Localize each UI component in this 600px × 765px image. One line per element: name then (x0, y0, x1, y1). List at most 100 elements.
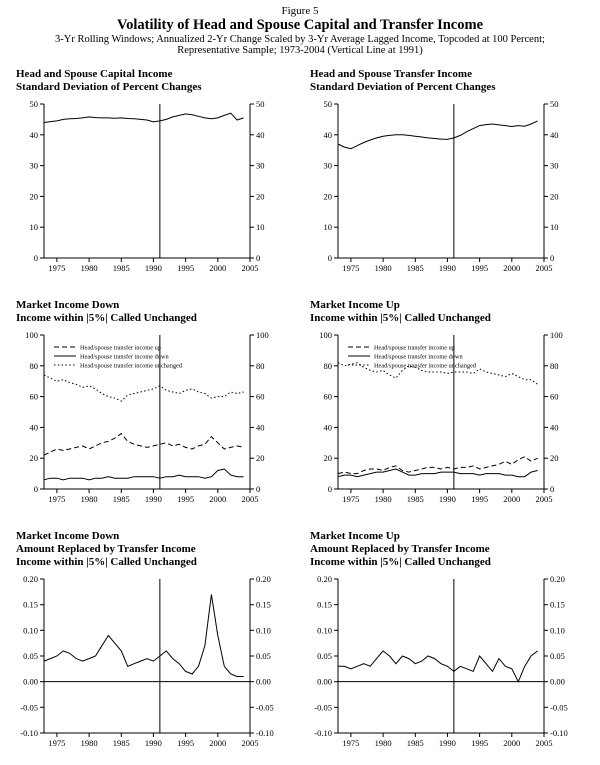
x-tick-label: 1975 (48, 494, 65, 504)
chart-plot: 0 0 10 10 20 20 30 30 40 40 50 50 1975 1980 1985 1990 19… (6, 97, 300, 275)
y-tick-label: 30 (324, 161, 333, 171)
y-tick-label: 0 (550, 253, 554, 263)
chart-title-line: Amount Replaced by Transfer Income (310, 542, 490, 555)
x-tick-label: 1980 (81, 263, 98, 273)
y-tick-label: 0.00 (550, 676, 565, 686)
figure-subtitle-2: Representative Sample; 1973-2004 (Vertic… (177, 45, 423, 56)
y-tick-label: 60 (550, 391, 559, 401)
x-tick-label: 1980 (375, 263, 392, 273)
chart-svg: -0.10 -0.10 -0.05 -0.05 0.00 0.00 0.05 0.05 0.10… (314, 574, 568, 748)
y-tick-label: 40 (324, 422, 333, 432)
y-tick-label: 10 (550, 222, 559, 232)
x-tick-label: 2005 (536, 263, 553, 273)
y-tick-label: 0 (34, 253, 38, 263)
series-line-solid (338, 649, 538, 683)
chart-plot: 0 0 20 20 40 40 60 60 80 80 100 100 1975 1980 1985 1990… (6, 328, 300, 506)
chart-panel-market-income-down-replaced: Market Income Down Amount Replaced by Tr… (6, 530, 300, 750)
chart-title-line: Head and Spouse Transfer Income (310, 68, 472, 80)
y-tick-label: 0.05 (256, 651, 271, 661)
y-tick-label: 80 (324, 361, 333, 371)
y-tick-label: 0.00 (23, 676, 38, 686)
legend-label: Head/spouse transfer income unchanged (80, 362, 183, 369)
chart-svg: 0 0 10 10 20 20 30 30 40 40 50 50 1975 1980 1985 1990 19… (30, 99, 265, 273)
chart-title: Market Income Down Income within |5%| Ca… (16, 299, 300, 325)
y-tick-label: 50 (256, 99, 265, 109)
y-tick-label: 40 (30, 130, 39, 140)
y-tick-label: -0.05 (20, 702, 38, 712)
chart-panel-market-income-up-replaced: Market Income Up Amount Replaced by Tran… (300, 530, 594, 750)
chart-title-line: Market Income Up (310, 298, 400, 311)
y-tick-label: 40 (30, 422, 39, 432)
x-tick-label: 1980 (81, 494, 98, 504)
y-tick-label: 0 (34, 484, 38, 494)
y-tick-label: 50 (550, 99, 559, 109)
x-tick-label: 1975 (342, 738, 359, 748)
y-tick-label: -0.10 (256, 728, 274, 738)
y-tick-label: 20 (30, 453, 39, 463)
x-tick-label: 1985 (407, 738, 424, 748)
y-tick-label: 20 (256, 453, 265, 463)
y-tick-label: 0.15 (550, 599, 565, 609)
chart-title: Head and Spouse Capital Income Standard … (16, 68, 300, 94)
legend-label: Head/spouse transfer income up (80, 344, 161, 351)
legend-label: Head/spouse transfer income down (374, 353, 464, 360)
chart-svg: 0 0 10 10 20 20 30 30 40 40 50 50 1975 1980 1985 1990 19… (324, 99, 559, 273)
series-line-solid (43, 594, 244, 677)
x-tick-label: 1995 (177, 494, 194, 504)
y-tick-label: 0.15 (317, 599, 332, 609)
y-tick-label: 0 (550, 484, 554, 494)
x-tick-label: 1980 (375, 738, 392, 748)
figure-subtitle-1: 3-Yr Rolling Windows; Annualized 2-Yr Ch… (55, 34, 545, 45)
x-tick-label: 1995 (471, 738, 488, 748)
y-tick-label: 40 (256, 422, 265, 432)
x-tick-label: 1995 (471, 263, 488, 273)
series-line-dashed (43, 432, 244, 456)
y-tick-label: 0.15 (256, 599, 271, 609)
y-tick-label: 0.20 (23, 574, 38, 584)
chart-title-line: Income within |5%| Called Unchanged (16, 311, 197, 324)
legend-label: Head/spouse transfer income unchanged (374, 362, 477, 369)
y-tick-label: 0.20 (317, 574, 332, 584)
y-tick-label: 30 (30, 161, 39, 171)
y-tick-label: 0.00 (317, 676, 332, 686)
y-tick-label: 40 (256, 130, 265, 140)
y-tick-label: 60 (30, 391, 39, 401)
y-tick-label: 80 (550, 361, 559, 371)
chart-title-line: Market Income Up (310, 529, 400, 542)
y-tick-label: 0.10 (256, 625, 271, 635)
y-tick-label: 40 (324, 130, 333, 140)
series-line-solid (337, 468, 538, 478)
x-tick-label: 2000 (209, 738, 226, 748)
x-tick-label: 1985 (113, 263, 130, 273)
x-tick-label: 1995 (177, 263, 194, 273)
x-tick-label: 1990 (145, 263, 162, 273)
y-tick-label: -0.10 (20, 728, 38, 738)
chart-plot: 0 0 20 20 40 40 60 60 80 80 100 100 1975 1980 1985 1990… (300, 328, 594, 506)
y-tick-label: 0.20 (550, 574, 565, 584)
y-tick-label: 20 (324, 453, 333, 463)
chart-panel-market-income-up-shares: Market Income Up Income within |5%| Call… (300, 299, 594, 506)
legend-label: Head/spouse transfer income down (80, 353, 170, 360)
chart-svg: -0.10 -0.10 -0.05 -0.05 0.00 0.00 0.05 0.05 0.10… (20, 574, 274, 748)
y-tick-label: 10 (256, 222, 265, 232)
x-tick-label: 1980 (375, 494, 392, 504)
y-tick-label: 0.20 (256, 574, 271, 584)
chart-title-line: Market Income Down (16, 529, 120, 542)
x-tick-label: 1990 (439, 263, 456, 273)
chart-title: Market Income Down Amount Replaced by Tr… (16, 530, 300, 569)
y-tick-label: 50 (324, 99, 333, 109)
x-tick-label: 1985 (407, 494, 424, 504)
x-tick-label: 1990 (439, 738, 456, 748)
x-tick-label: 2005 (536, 494, 553, 504)
y-tick-label: 0.10 (23, 625, 38, 635)
series-line-dotted (43, 374, 244, 402)
chart-title: Head and Spouse Transfer Income Standard… (310, 68, 594, 94)
chart-svg: 0 0 20 20 40 40 60 60 80 80 100 100 1975 1980 1985 1990… (319, 330, 563, 504)
chart-title-line: Standard Deviation of Percent Changes (310, 80, 496, 93)
chart-title-line: Income within |5%| Called Unchanged (310, 311, 491, 324)
chart-title-line: Income within |5%| Called Unchanged (310, 555, 491, 568)
y-tick-label: -0.05 (550, 702, 568, 712)
legend-label: Head/spouse transfer income up (374, 344, 455, 351)
y-tick-label: 0.10 (317, 625, 332, 635)
